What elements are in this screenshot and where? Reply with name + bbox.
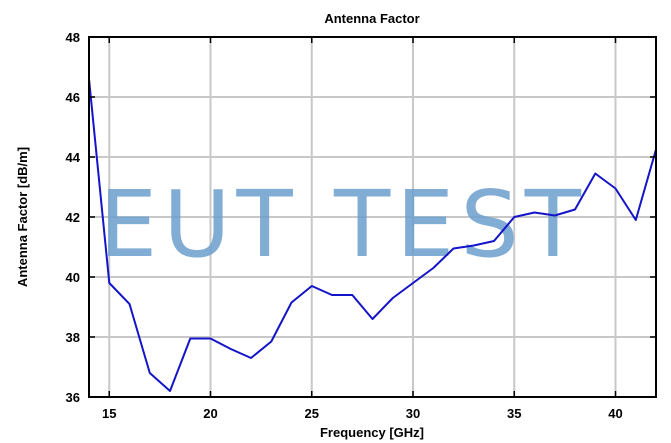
watermark-text: EUT TEST bbox=[99, 171, 587, 278]
x-tick-label: 15 bbox=[102, 406, 116, 421]
x-tick-label: 40 bbox=[608, 406, 622, 421]
y-tick-label: 40 bbox=[66, 270, 80, 285]
x-tick-label: 25 bbox=[305, 406, 319, 421]
x-tick-label: 35 bbox=[507, 406, 521, 421]
series-layer bbox=[88, 78, 657, 392]
series-line bbox=[88, 78, 657, 392]
y-tick-label: 44 bbox=[66, 150, 81, 165]
y-tick-label: 42 bbox=[66, 210, 80, 225]
y-tick-label: 48 bbox=[66, 30, 80, 45]
x-axis-label: Frequency [GHz] bbox=[320, 425, 424, 440]
chart-title: Antenna Factor bbox=[324, 11, 419, 26]
y-tick-label: 46 bbox=[66, 90, 80, 105]
tick-layer: 15 20 25 30 35 40 36 38 40 42 44 46 48 bbox=[66, 30, 656, 421]
y-axis-label: Antenna Factor [dB/m] bbox=[15, 147, 30, 287]
x-tick-label: 20 bbox=[203, 406, 217, 421]
y-tick-label: 38 bbox=[66, 330, 80, 345]
x-tick-label: 30 bbox=[406, 406, 420, 421]
y-tick-label: 36 bbox=[66, 390, 80, 405]
